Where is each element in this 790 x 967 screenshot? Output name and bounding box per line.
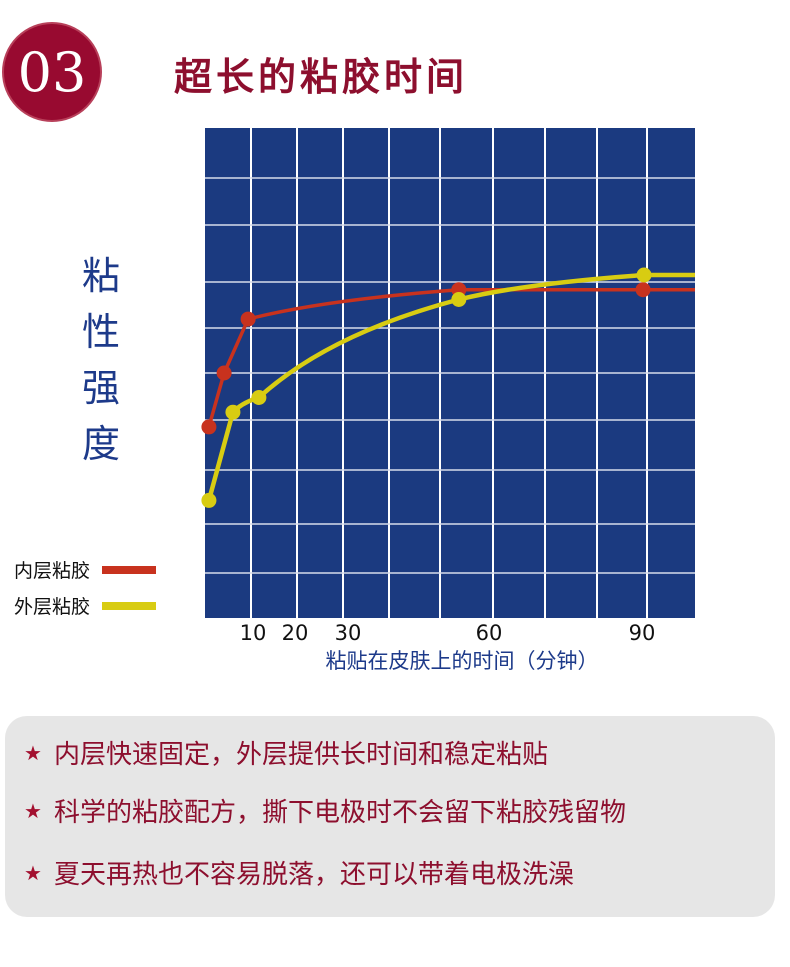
section-number: 03 xyxy=(17,40,87,104)
feature-text: 夏天再热也不容易脱落，还可以带着电极洗澡 xyxy=(53,860,574,890)
chart: 10 20 30 60 90 粘贴在皮肤上的时间（分钟） xyxy=(201,128,695,673)
features-box xyxy=(5,716,775,917)
data-point xyxy=(635,282,651,298)
feature-item: ★ 夏天再热也不容易脱落，还可以带着电极洗澡 xyxy=(24,854,574,891)
legend-item-outer: 外层粘胶 xyxy=(14,592,157,619)
data-point xyxy=(451,292,467,307)
x-tick-label: 90 xyxy=(629,621,656,645)
data-point xyxy=(636,267,652,283)
star-icon: ★ xyxy=(24,798,42,823)
x-axis-label: 粘贴在皮肤上的时间（分钟） xyxy=(326,649,599,673)
data-point xyxy=(240,311,256,327)
data-point xyxy=(201,419,217,435)
y-axis-label: 粘性强度 xyxy=(81,254,120,466)
feature-item: ★ 科学的粘胶配方，撕下电极时不会留下粘胶残留物 xyxy=(24,792,626,829)
feature-item: ★ 内层快速固定，外层提供长时间和稳定粘贴 xyxy=(24,734,548,771)
legend-label: 外层粘胶 xyxy=(14,596,91,618)
x-tick-label: 20 xyxy=(282,621,309,645)
star-icon: ★ xyxy=(24,740,42,765)
feature-text: 科学的粘胶配方，撕下电极时不会留下粘胶残留物 xyxy=(53,798,626,828)
feature-text: 内层快速固定，外层提供长时间和稳定粘贴 xyxy=(53,740,548,770)
legend-item-inner: 内层粘胶 xyxy=(14,556,157,583)
page-title: 超长的粘胶时间 xyxy=(174,55,469,99)
data-point xyxy=(201,492,217,508)
data-point xyxy=(216,365,232,381)
star-icon: ★ xyxy=(24,860,42,885)
data-point xyxy=(225,404,241,420)
x-tick-label: 10 xyxy=(240,621,267,645)
legend-swatch xyxy=(102,601,157,610)
x-tick-label: 30 xyxy=(335,621,362,645)
data-point xyxy=(251,390,267,405)
section-number-badge: 03 xyxy=(2,22,102,122)
x-tick-label: 60 xyxy=(476,621,503,645)
legend-swatch xyxy=(102,565,157,574)
legend-label: 内层粘胶 xyxy=(14,560,91,582)
